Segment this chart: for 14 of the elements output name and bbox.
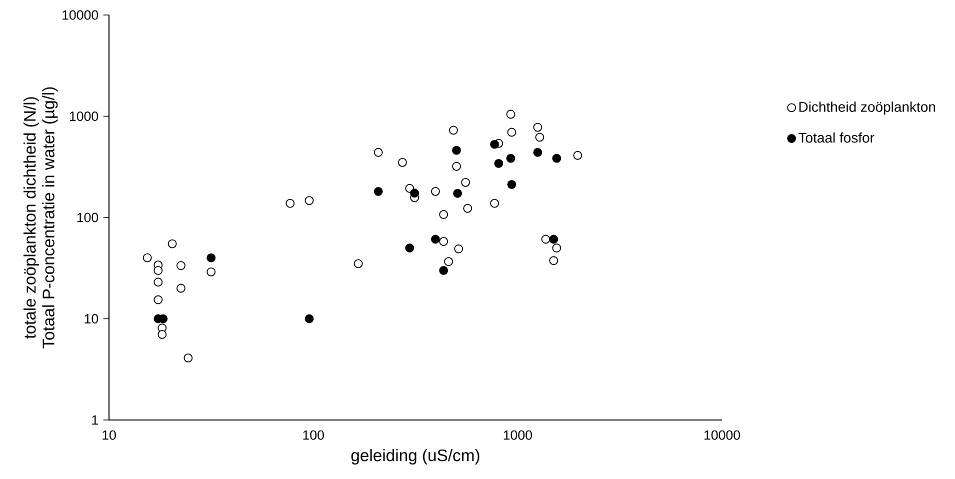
text: Totaal P-concentratie in water (µg/l) [42,87,58,348]
x-tick-label: 100 [303,430,324,440]
text: totale zoöplankton dichtheid (N/l) [23,97,40,339]
legend-label: Dichtheid zoöplankton [799,102,936,115]
x-tick-label: 1000 [504,430,532,440]
x-tick-label: 10 [102,430,116,440]
x-tick-label: 10000 [704,430,740,440]
y-tick-label: 1000 [70,112,98,121]
legend-label: Totaal fosfor [798,132,874,143]
y-tick-label: 10 [84,314,98,324]
y-tick-label: 100 [77,212,98,222]
y-tick-label: 1 [92,415,98,425]
x-axis-title: geleiding (uS/cm) [351,448,480,465]
y-tick-label: 10000 [62,10,98,20]
